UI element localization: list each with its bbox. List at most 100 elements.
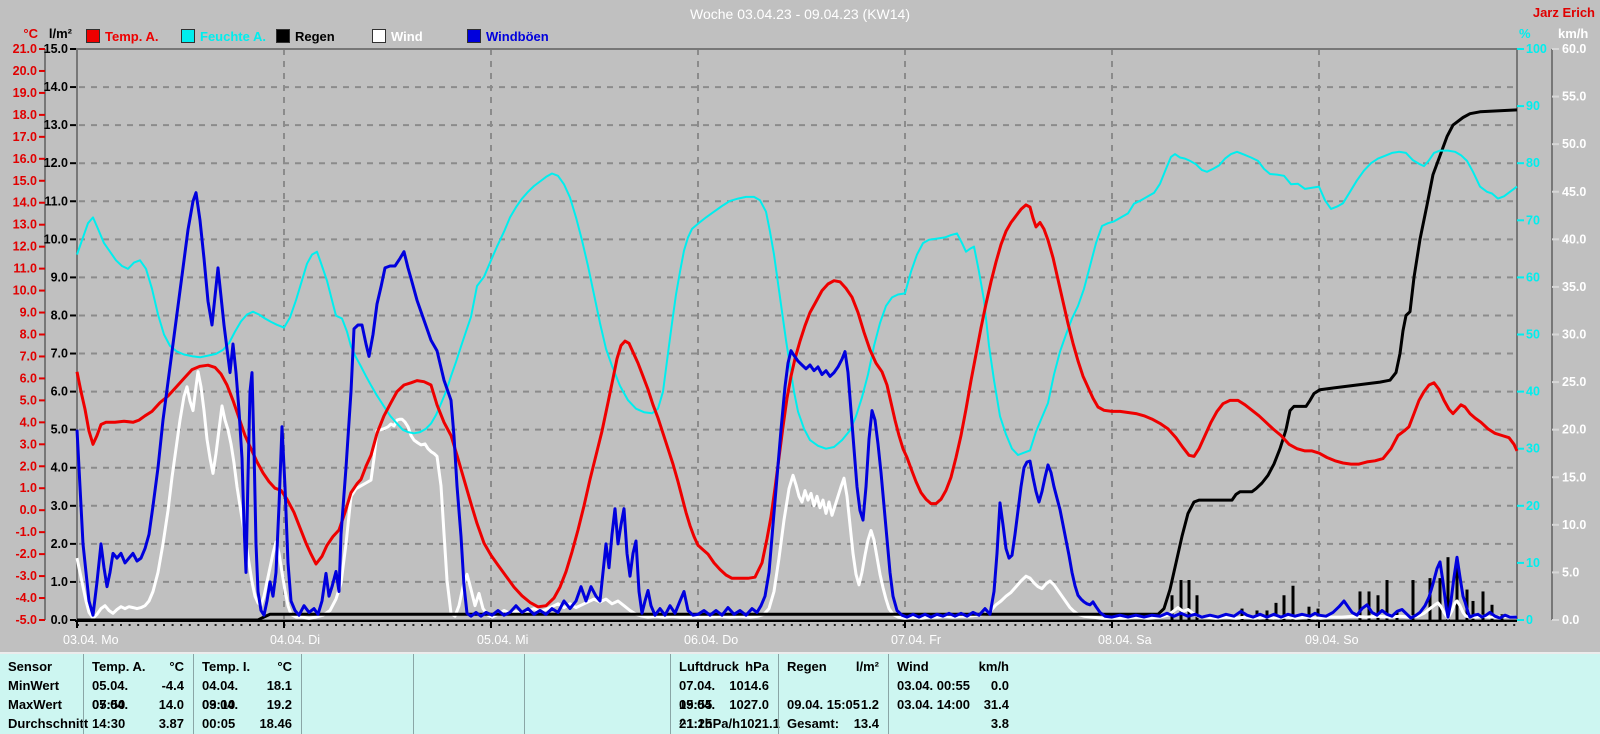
day-label: 05.04. Mi: [477, 633, 528, 647]
temp-series-swatch: [86, 29, 100, 43]
svg-text:6.0: 6.0: [51, 385, 68, 399]
legend-item-temp: Temp. A.: [86, 29, 159, 44]
sensor-stat-text: 07.04. 15:55: [679, 678, 716, 712]
svg-text:20.0: 20.0: [13, 64, 37, 78]
svg-text:55.0: 55.0: [1562, 90, 1586, 104]
sensor-column-empty: [524, 654, 670, 734]
svg-text:11.0: 11.0: [44, 194, 68, 208]
svg-text:100: 100: [1526, 42, 1547, 56]
temp-series: [75, 203, 1519, 609]
sensor-header: Temp. I. °C: [194, 657, 301, 676]
row-label-text: Durchschnitt: [8, 716, 89, 731]
row-label-text: MaxWert: [8, 697, 62, 712]
sensor-stat-value: 1021.1: [740, 716, 780, 731]
sensor-stat: [525, 695, 670, 714]
svg-text:14.0: 14.0: [13, 196, 37, 210]
sensor-stat-value: 3.87: [158, 716, 184, 731]
table-filler: [1018, 654, 1600, 734]
svg-text:90: 90: [1526, 99, 1540, 113]
svg-text:-4.0: -4.0: [15, 591, 37, 605]
station-owner-watermark: Jarz Erich: [1532, 5, 1595, 20]
svg-text:4.0: 4.0: [51, 461, 68, 475]
svg-text:4.0: 4.0: [20, 415, 37, 429]
sensor-stat-value: 1.2: [860, 697, 879, 712]
svg-text:7.0: 7.0: [51, 347, 68, 361]
sensor-stat: 18.46: [194, 714, 301, 733]
sensor-stat: [779, 676, 888, 695]
sensor-stat-value: 19.2: [266, 697, 292, 712]
svg-text:14.0: 14.0: [44, 80, 68, 94]
svg-text:60: 60: [1526, 270, 1540, 284]
sensor-header: Regen l/m²: [779, 657, 888, 676]
sensor-stat-value: 13.4: [853, 716, 879, 731]
sensor-stat: [414, 714, 524, 733]
legend-item-rain: Regen: [276, 29, 335, 44]
svg-text:20.0: 20.0: [1562, 423, 1586, 437]
sensor-stat-text: 03.04. 00:55: [897, 678, 971, 693]
svg-text:-5.0: -5.0: [15, 613, 37, 627]
row-label: MaxWert: [0, 695, 83, 714]
svg-text:15.0: 15.0: [44, 42, 68, 56]
temp-axis: 21.0 20.0 19.0 18.0 17.0 16.0 15.0 14.0 13.0 12.0…: [13, 42, 46, 627]
legend-label: Temp. A.: [105, 29, 159, 44]
rain-series-swatch: [276, 29, 290, 43]
svg-text:0.0: 0.0: [20, 503, 37, 517]
sensor-stat-value: 3.8: [990, 716, 1009, 731]
svg-text:7.0: 7.0: [20, 349, 37, 363]
row-label: MinWert: [0, 676, 83, 695]
svg-text:8.0: 8.0: [20, 328, 37, 342]
row-label: Durchschnitt: [0, 714, 88, 733]
sensor-column-wind: Wind km/h 03.04. 00:55 0.0 03.04. 14:00 31.4 3…: [888, 654, 1018, 734]
svg-text:60.0: 60.0: [1562, 42, 1586, 56]
sensor-stat: ^1.1hPa/h 1021.1: [671, 714, 780, 733]
sensor-stat: [525, 714, 670, 733]
sensor-stat: 09.04. 15:05 1.2: [779, 695, 888, 714]
svg-text:13.0: 13.0: [13, 218, 37, 232]
sensor-stat-value: 14.0: [158, 697, 184, 712]
sensor-stat-value: 18.1: [266, 678, 292, 693]
sensor-header-text: Temp. A.: [92, 659, 146, 674]
sensor-header: Temp. A. °C: [84, 657, 193, 676]
sensor-stat: [414, 695, 524, 714]
sensor-stat: 05.04. 05:50 -4.4: [84, 676, 193, 712]
sensor-column-temp-a-: Temp. A. °C 05.04. 05:50 -4.4 07.04. 14:30 14…: [83, 654, 193, 734]
svg-text:10.0: 10.0: [1562, 518, 1586, 532]
svg-text:1.0: 1.0: [20, 481, 37, 495]
humidity-series: [76, 149, 1518, 456]
svg-text:12.0: 12.0: [44, 156, 68, 170]
sensor-stat: 03.04. 00:55 0.0: [889, 676, 1018, 695]
sensor-stat-text: 03.04. 00:05: [202, 697, 239, 731]
svg-text:12.0: 12.0: [13, 240, 37, 254]
rain-total-series: [77, 108, 1518, 622]
sensor-stat: [302, 676, 413, 695]
svg-text:40: 40: [1526, 385, 1540, 399]
svg-text:50.0: 50.0: [1562, 137, 1586, 151]
sensor-header-value: hPa: [745, 659, 769, 674]
svg-text:30.0: 30.0: [1562, 328, 1586, 342]
sensor-stat: 07.04. 15:55 1014.6: [671, 676, 778, 712]
wind-axis-unit: km/h: [1558, 26, 1589, 41]
svg-text:8.0: 8.0: [51, 308, 68, 322]
sensor-stat-text: 09.04. 21:25: [679, 697, 716, 731]
sensor-stat-value: 1027.0: [729, 697, 769, 712]
sensor-stat-text: 03.04. 14:00: [897, 697, 971, 712]
sensor-stat: 04.04. 09:10 18.1: [194, 676, 301, 712]
sensor-stat-text: ^1.1hPa/h: [679, 716, 741, 731]
sensor-column-empty: [413, 654, 524, 734]
day-label: 03.04. Mo: [63, 633, 119, 647]
svg-text:15.0: 15.0: [13, 174, 37, 188]
sensor-stat: [302, 695, 413, 714]
sensor-header: [302, 657, 413, 676]
temp-axis-unit: °C: [23, 26, 38, 41]
svg-text:5.0: 5.0: [20, 393, 37, 407]
row-label-text: Sensor: [8, 659, 53, 674]
svg-text:15.0: 15.0: [1562, 470, 1586, 484]
rain-axis-unit: l/m²: [48, 26, 72, 41]
day-label: 09.04. So: [1305, 633, 1359, 647]
svg-text:10.0: 10.0: [44, 232, 68, 246]
sensor-header-text: Temp. I.: [202, 659, 251, 674]
sensor-stats-table: Sensor MinWert MaxWert Durchschnitt Temp. A.…: [0, 652, 1600, 734]
plot-border: [76, 48, 1518, 621]
svg-text:3.0: 3.0: [51, 499, 68, 513]
day-label: 07.04. Fr: [891, 633, 941, 647]
